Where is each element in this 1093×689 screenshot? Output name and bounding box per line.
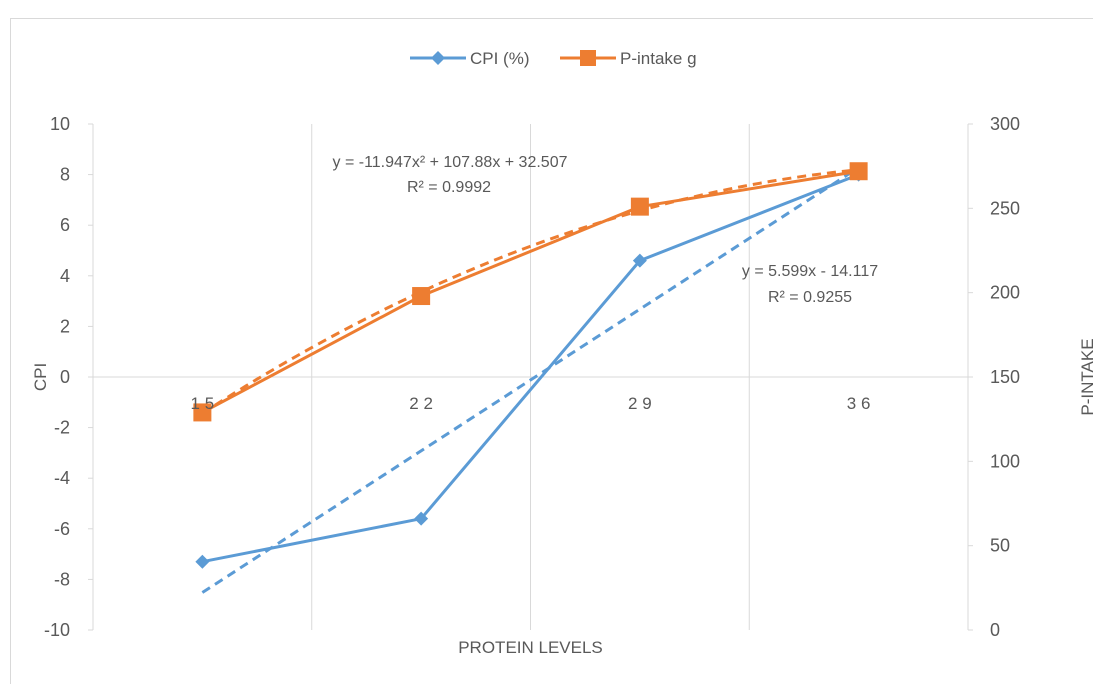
series-lines	[193, 162, 868, 569]
y-tick-label: 2	[60, 316, 70, 336]
x-axis-title: PROTEIN LEVELS	[458, 638, 603, 657]
y2-tick-label: 50	[990, 536, 1010, 556]
y2-tick-label: 250	[990, 198, 1020, 218]
p-intake-poly-trendline	[201, 168, 859, 415]
cpi-data-point-marker	[632, 253, 647, 268]
y2-tick-label: 0	[990, 620, 1000, 640]
y-axis-title: CPI	[31, 363, 50, 391]
cpi-data-point-marker	[414, 511, 429, 526]
cpi-data-point-marker	[195, 554, 210, 569]
axes	[88, 123, 973, 631]
p-intake-data-point-marker	[412, 287, 431, 306]
cpi-linear-trendline	[201, 166, 860, 594]
legend-cpi-marker	[431, 51, 445, 65]
y-tick-label: 8	[60, 165, 70, 185]
x-tick-label: 2 9	[628, 394, 652, 413]
cpi-trend-equation: y = 5.599x - 14.117	[742, 263, 878, 280]
legend-cpi-label: CPI (%)	[470, 49, 530, 68]
y-tick-label: 0	[60, 367, 70, 387]
y-tick-label: 6	[60, 215, 70, 235]
y-tick-label: 4	[60, 266, 70, 286]
p-intake-data-point-marker	[849, 162, 868, 181]
y-tick-label: -2	[54, 418, 70, 438]
chart-frame-left-border	[10, 18, 11, 684]
x-tick-label: 2 2	[409, 394, 433, 413]
legend-p-intake-label: P-intake g	[620, 49, 697, 68]
p-intake-trend-equation: y = -11.947x² + 107.88x + 32.507	[333, 154, 568, 171]
y2-tick-label: 150	[990, 367, 1020, 387]
y-tick-label: -6	[54, 519, 70, 539]
trendlines	[201, 166, 860, 594]
p-intake-trend-r2: R² = 0.9992	[407, 179, 491, 196]
y2-axis-title: P-INTAKE	[1078, 338, 1093, 415]
p-intake-series-line	[201, 169, 859, 414]
y-tick-label: 10	[50, 114, 70, 134]
y2-tick-label: 300	[990, 114, 1020, 134]
p-intake-data-point-marker	[193, 403, 212, 422]
legend: CPI (%) P-intake g	[410, 49, 697, 68]
cpi-series-line	[202, 173, 860, 564]
y-tick-label: -4	[54, 468, 70, 488]
p-intake-data-point-marker	[630, 197, 649, 216]
y-tick-label: -10	[44, 620, 70, 640]
y2-tick-label: 200	[990, 283, 1020, 303]
chart-frame-top-border	[10, 18, 1093, 19]
cpi-trend-r2: R² = 0.9255	[768, 289, 852, 306]
x-tick-label: 3 6	[847, 394, 871, 413]
y2-tick-label: 100	[990, 451, 1020, 471]
y-tick-label: -8	[54, 569, 70, 589]
legend-p-intake-marker	[580, 50, 596, 66]
x-tick-label: 1 5	[191, 394, 215, 413]
